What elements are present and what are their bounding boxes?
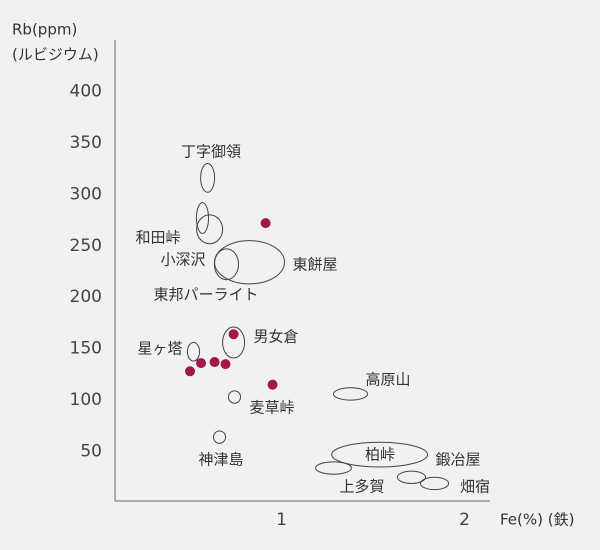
source-ellipse [214, 240, 285, 285]
y-tick-label: 100 [70, 390, 102, 410]
y-tick-label: 200 [70, 287, 102, 307]
source-label: 東邦パーライト [153, 286, 258, 304]
source-ellipse [196, 214, 224, 245]
source-ellipse [212, 430, 227, 444]
source-ellipse [331, 441, 429, 468]
data-point [185, 366, 196, 377]
y-tick-label: 400 [70, 81, 102, 101]
source-ellipse [396, 470, 427, 484]
source-ellipse [333, 387, 369, 401]
x-tick-label: 2 [459, 510, 470, 530]
source-ellipse [419, 476, 450, 491]
y-tick-label: 150 [70, 339, 102, 359]
source-label: 和田峠 [135, 229, 180, 247]
data-point [209, 357, 220, 368]
y-axis-label: (ルビジウム) [12, 46, 99, 64]
source-label: 上多賀 [339, 478, 384, 496]
source-label: 麦草峠 [249, 399, 294, 417]
source-label: 丁字御領 [181, 143, 241, 161]
x-tick-label: 1 [276, 510, 287, 530]
data-point [220, 359, 231, 370]
source-label: 高原山 [365, 371, 410, 389]
y-tick-label: 300 [70, 184, 102, 204]
source-ellipse [200, 162, 216, 193]
source-ellipse [222, 326, 246, 359]
source-ellipse [195, 202, 210, 234]
source-label: 畑宿 [460, 478, 490, 496]
source-ellipse [186, 341, 201, 362]
data-point [228, 329, 239, 340]
source-label: 星ヶ塔 [137, 340, 182, 358]
data-point [267, 379, 278, 390]
x-axis-label: Fe(%) (鉄) [500, 511, 574, 529]
y-tick-label: 350 [70, 133, 102, 153]
y-tick-label: 50 [80, 442, 102, 462]
source-label: 小深沢 [160, 251, 205, 269]
source-label: 柏峠 [365, 446, 395, 464]
source-label: 東餅屋 [292, 256, 337, 274]
source-ellipse [227, 390, 242, 404]
data-point [196, 358, 207, 369]
y-axis-label: Rb(ppm) [12, 21, 77, 39]
source-label: 神津島 [198, 451, 243, 469]
data-point [260, 218, 271, 229]
y-tick-label: 250 [70, 236, 102, 256]
source-label: 鍛冶屋 [435, 451, 480, 469]
source-label: 男女倉 [253, 328, 298, 346]
source-ellipse [315, 461, 352, 475]
